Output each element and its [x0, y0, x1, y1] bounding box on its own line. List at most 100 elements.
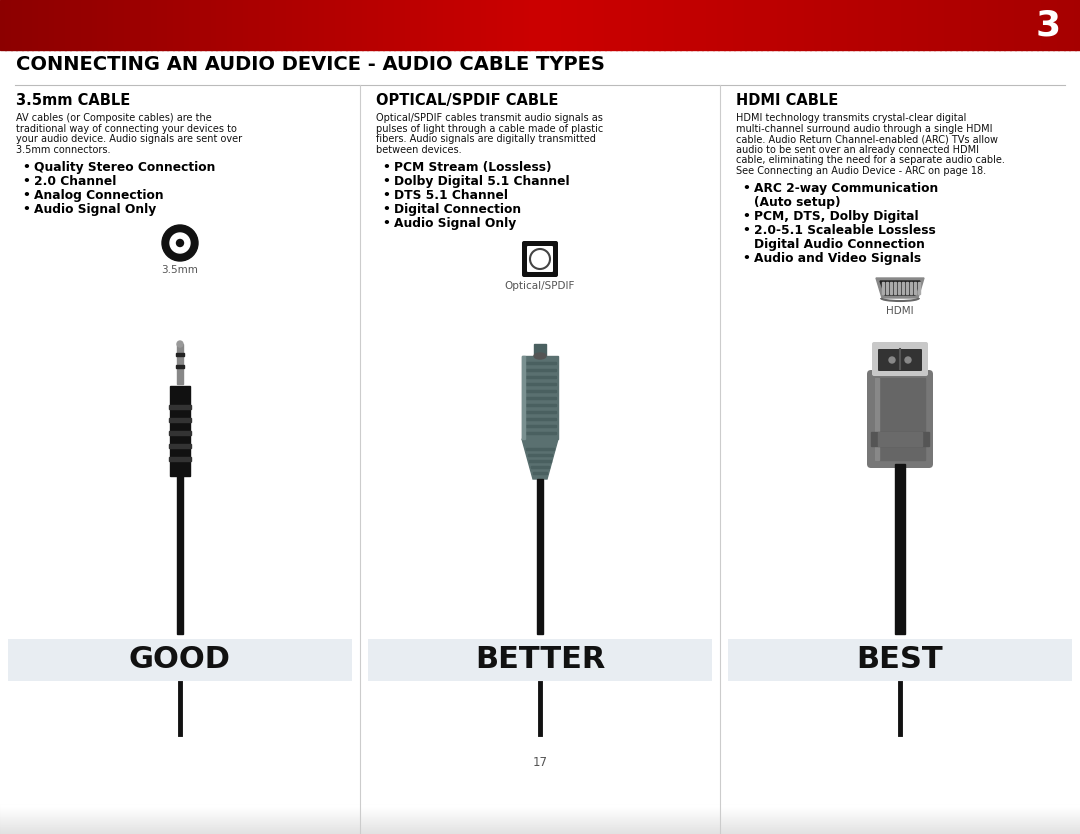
Bar: [0, 828, 1080, 830]
FancyBboxPatch shape: [522, 241, 558, 277]
FancyBboxPatch shape: [872, 342, 928, 376]
Text: HDMI: HDMI: [887, 306, 914, 316]
Bar: [778, 0, 784, 50]
Bar: [0, 823, 1080, 825]
Bar: [0, 831, 1080, 833]
Text: 17: 17: [532, 756, 548, 768]
Bar: [356, 0, 363, 50]
Bar: [918, 282, 919, 294]
Text: fibers. Audio signals are digitally transmitted: fibers. Audio signals are digitally tran…: [376, 134, 596, 144]
Bar: [886, 0, 892, 50]
Text: 3.5mm: 3.5mm: [162, 265, 199, 275]
Bar: [0, 809, 1080, 810]
Bar: [0, 808, 1080, 810]
Circle shape: [535, 254, 545, 264]
Bar: [103, 0, 109, 50]
Bar: [729, 0, 735, 50]
Bar: [724, 0, 730, 50]
Bar: [454, 0, 460, 50]
Bar: [0, 829, 1080, 830]
Text: 3: 3: [1036, 8, 1061, 42]
Bar: [16, 0, 23, 50]
Bar: [335, 0, 341, 50]
Bar: [177, 476, 183, 634]
Bar: [923, 0, 930, 50]
Bar: [383, 0, 390, 50]
Bar: [167, 0, 174, 50]
Bar: [513, 0, 519, 50]
Bar: [756, 0, 762, 50]
Bar: [368, 639, 712, 681]
Bar: [146, 0, 152, 50]
Bar: [508, 0, 514, 50]
Bar: [0, 821, 1080, 823]
Polygon shape: [876, 278, 924, 298]
Bar: [0, 813, 1080, 814]
Polygon shape: [522, 439, 558, 479]
Bar: [0, 817, 1080, 819]
Text: •: •: [22, 203, 30, 216]
Bar: [853, 0, 860, 50]
Bar: [378, 0, 384, 50]
Bar: [22, 0, 28, 50]
Bar: [1037, 0, 1043, 50]
Bar: [140, 0, 147, 50]
FancyBboxPatch shape: [527, 246, 553, 272]
Bar: [815, 0, 822, 50]
Bar: [27, 0, 33, 50]
Bar: [859, 0, 865, 50]
Bar: [718, 0, 725, 50]
Text: HDMI technology transmits crystal-clear digital: HDMI technology transmits crystal-clear …: [735, 113, 967, 123]
Bar: [524, 397, 556, 399]
Bar: [524, 369, 556, 371]
Bar: [977, 0, 984, 50]
Bar: [914, 282, 916, 294]
Bar: [896, 0, 903, 50]
Bar: [32, 0, 39, 50]
Bar: [38, 0, 44, 50]
Bar: [0, 826, 1080, 828]
Bar: [173, 0, 179, 50]
Bar: [751, 0, 757, 50]
Bar: [906, 282, 907, 294]
Bar: [907, 0, 914, 50]
Bar: [0, 826, 1080, 827]
Bar: [848, 0, 854, 50]
Bar: [0, 829, 1080, 831]
Bar: [0, 830, 1080, 831]
Text: •: •: [382, 217, 390, 230]
Ellipse shape: [534, 353, 546, 359]
Bar: [410, 0, 417, 50]
Bar: [837, 0, 843, 50]
Bar: [524, 432, 556, 434]
Bar: [0, 825, 1080, 826]
Text: AV cables (or Composite cables) are the: AV cables (or Composite cables) are the: [16, 113, 212, 123]
Bar: [805, 0, 811, 50]
Bar: [416, 0, 422, 50]
Bar: [648, 0, 654, 50]
Bar: [999, 0, 1005, 50]
Circle shape: [889, 357, 895, 363]
Bar: [895, 464, 905, 634]
Bar: [248, 0, 255, 50]
Bar: [0, 831, 1080, 832]
Bar: [400, 0, 406, 50]
Bar: [875, 378, 879, 460]
Text: ARC 2-way Communication: ARC 2-way Communication: [754, 182, 939, 195]
Bar: [0, 820, 1080, 821]
Bar: [864, 0, 870, 50]
Bar: [1064, 0, 1070, 50]
Bar: [265, 0, 271, 50]
Bar: [216, 0, 222, 50]
Bar: [427, 0, 433, 50]
Text: pulses of light through a cable made of plastic: pulses of light through a cable made of …: [376, 123, 604, 133]
Bar: [443, 0, 449, 50]
Bar: [567, 0, 573, 50]
Bar: [0, 811, 1080, 813]
Bar: [707, 0, 714, 50]
Bar: [869, 0, 876, 50]
Bar: [0, 816, 1080, 818]
Bar: [0, 815, 1080, 816]
Text: cable. Audio Return Channel-enabled (ARC) TVs allow: cable. Audio Return Channel-enabled (ARC…: [735, 134, 998, 144]
Bar: [626, 0, 633, 50]
